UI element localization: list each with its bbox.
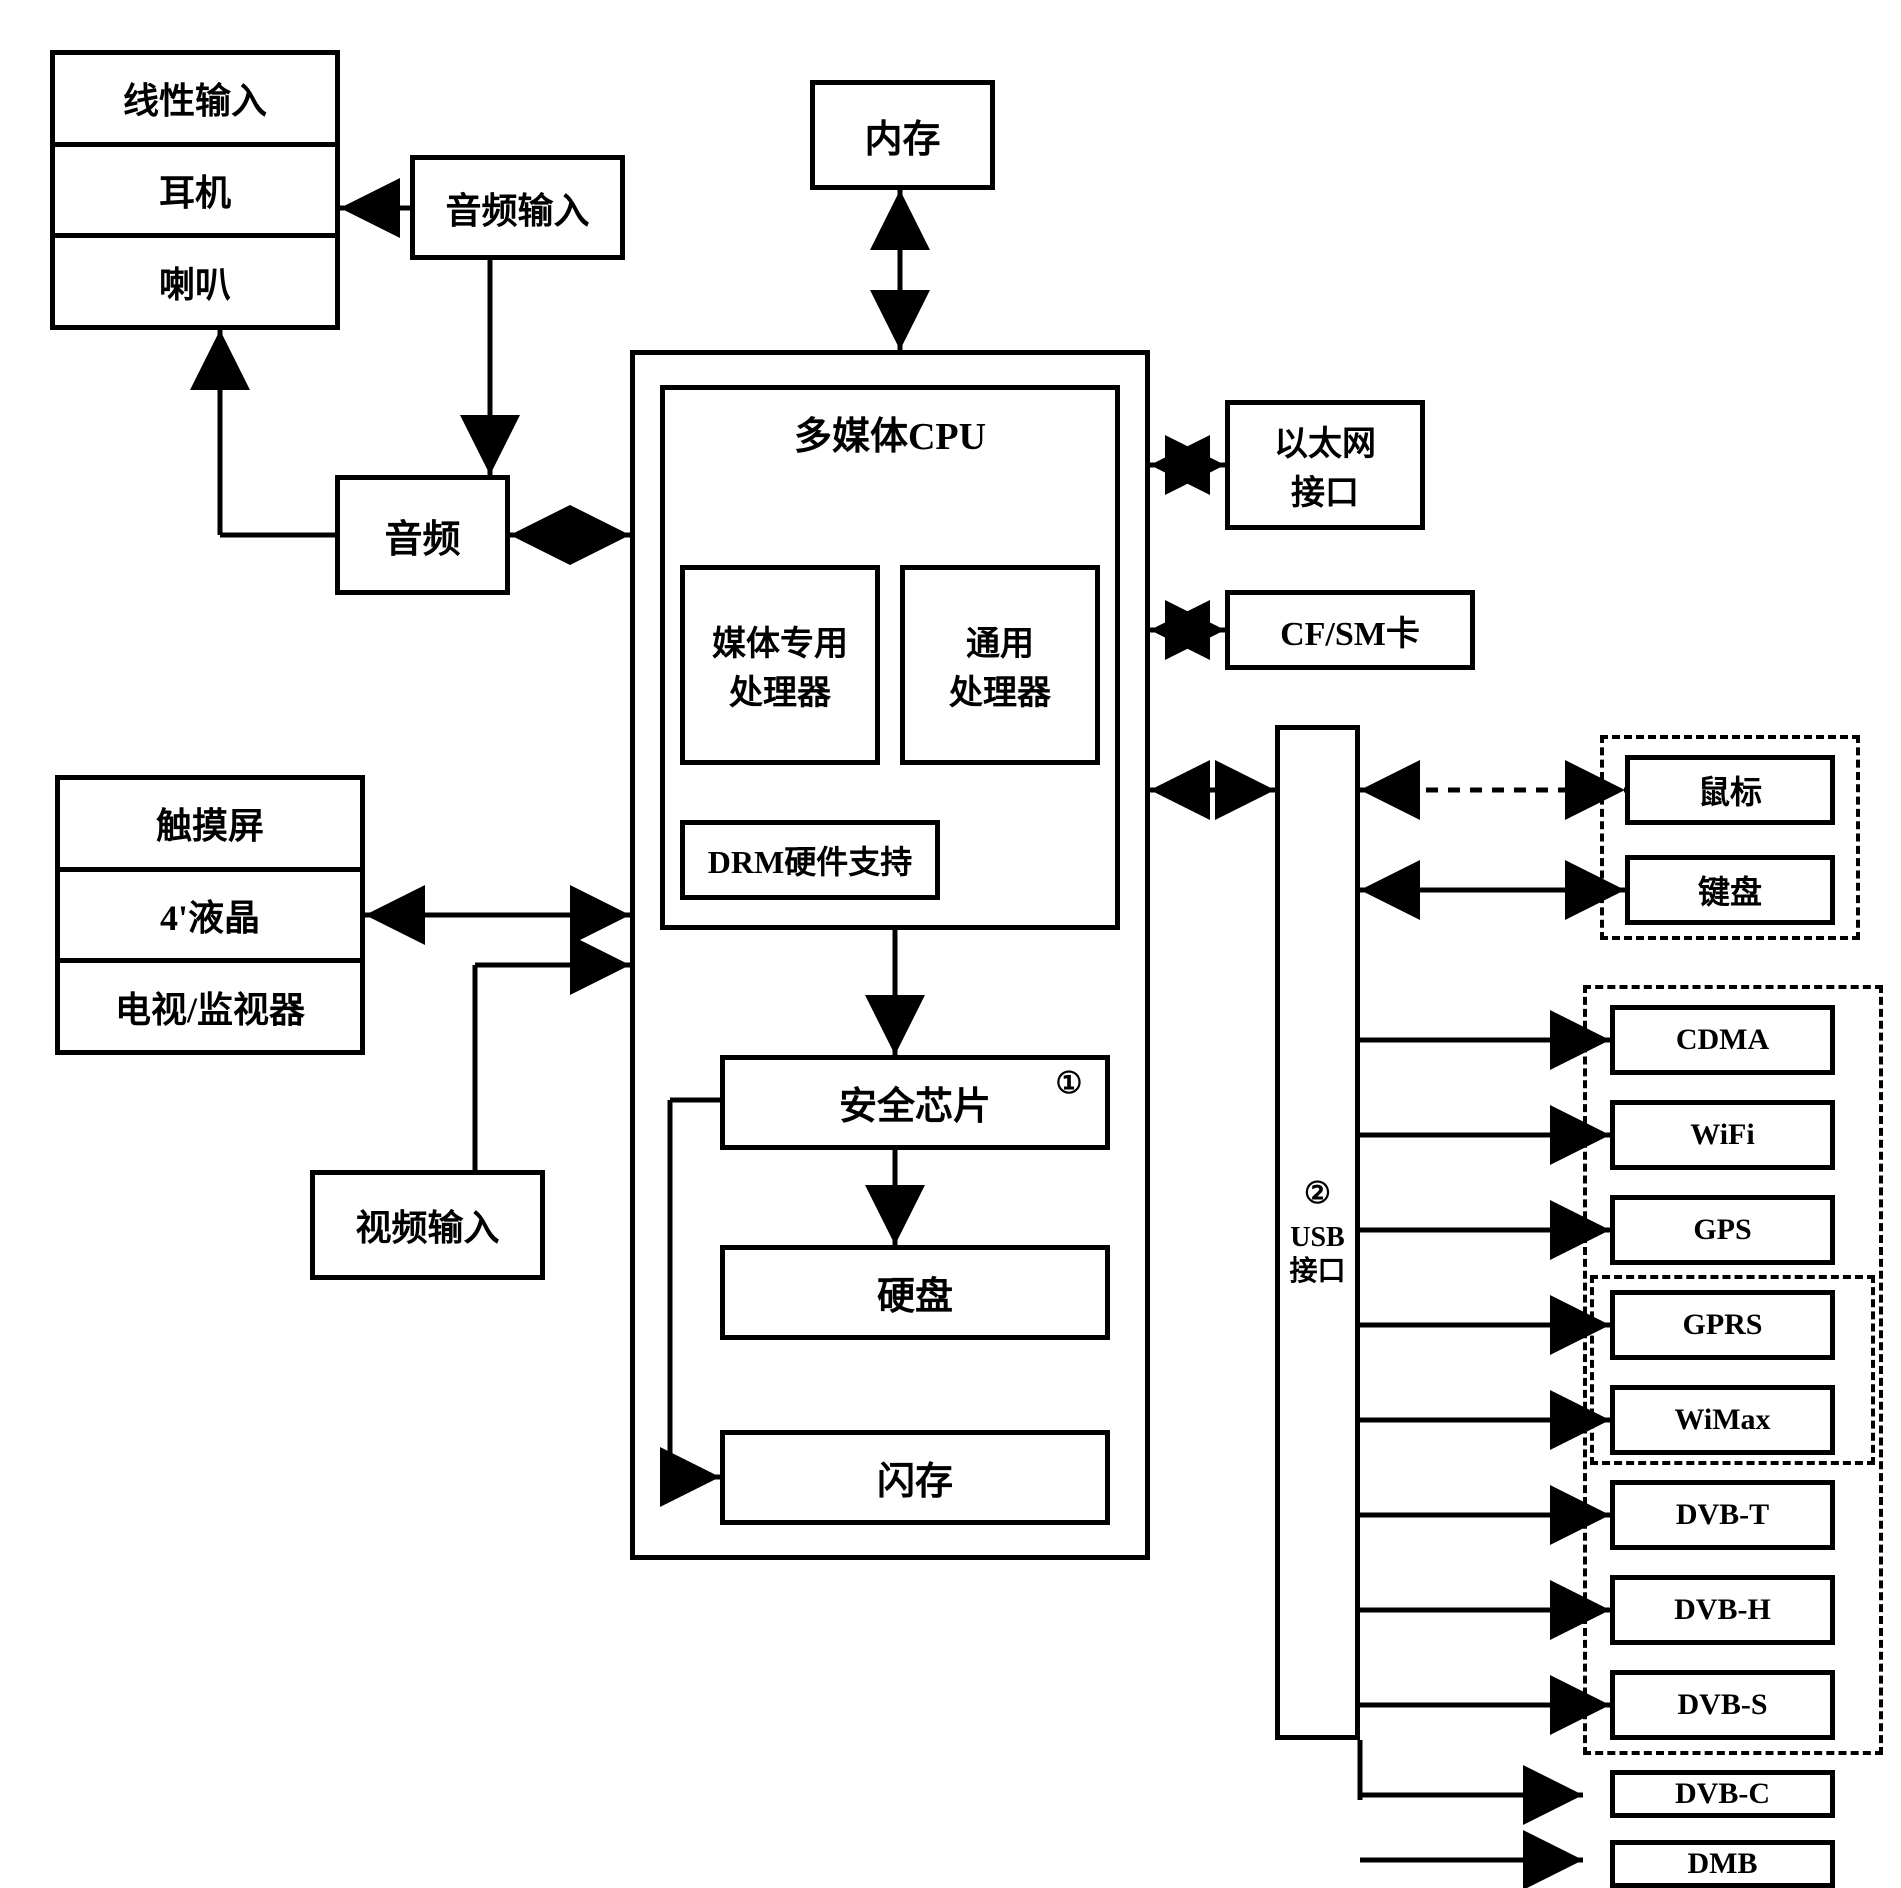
media-processor: 媒体专用 处理器: [680, 565, 880, 765]
cfsm-label: CF/SM卡: [1280, 606, 1420, 655]
display-output-row: 4'液晶: [60, 872, 360, 964]
flash-memory: 闪存: [720, 1430, 1110, 1525]
general-processor: 通用 处理器: [900, 565, 1100, 765]
security-chip: 安全芯片 ①: [720, 1055, 1110, 1150]
comm-module-box: DVB-H: [1610, 1575, 1835, 1645]
drm-label: DRM硬件支持: [708, 837, 912, 883]
input-device-box: 键盘: [1625, 855, 1835, 925]
memory-box: 内存: [810, 80, 995, 190]
audio-output-row: 线性输入: [55, 55, 335, 147]
cfsm-box: CF/SM卡: [1225, 590, 1475, 670]
hard-disk: 硬盘: [720, 1245, 1110, 1340]
comm-module-box: DMB: [1610, 1840, 1835, 1888]
display-outputs: 触摸屏4'液晶电视/监视器: [55, 775, 365, 1055]
audio-outputs: 线性输入耳机喇叭: [50, 50, 340, 330]
cpu-title: 多媒体CPU: [794, 416, 986, 458]
ethernet-box: 以太网 接口: [1225, 400, 1425, 530]
general-processor-label: 通用 处理器: [949, 616, 1051, 714]
security-chip-label: 安全芯片: [839, 1075, 991, 1130]
comm-module-box: WiFi: [1610, 1100, 1835, 1170]
comm-module-box: GPS: [1610, 1195, 1835, 1265]
usb-box: ② USB接口: [1275, 725, 1360, 1740]
comm-module-box: CDMA: [1610, 1005, 1835, 1075]
flash-label: 闪存: [877, 1450, 953, 1505]
ethernet-label: 以太网 接口: [1274, 416, 1376, 514]
video-input-box: 视频输入: [310, 1170, 545, 1280]
input-device-box: 鼠标: [1625, 755, 1835, 825]
audio-output-row: 喇叭: [55, 238, 335, 325]
media-processor-label: 媒体专用 处理器: [712, 616, 848, 714]
display-output-row: 电视/监视器: [60, 963, 360, 1050]
audio-box: 音频: [335, 475, 510, 595]
comm-module-box: DVB-S: [1610, 1670, 1835, 1740]
audio-input-box: 音频输入: [410, 155, 625, 260]
usb-label: USB接口: [1288, 1221, 1348, 1288]
comm-module-box: WiMax: [1610, 1385, 1835, 1455]
memory-label: 内存: [864, 108, 940, 163]
audio-label: 音频: [384, 508, 460, 563]
comm-module-box: GPRS: [1610, 1290, 1835, 1360]
audio-input-label: 音频输入: [445, 182, 589, 234]
comm-module-box: DVB-T: [1610, 1480, 1835, 1550]
display-output-row: 触摸屏: [60, 780, 360, 872]
audio-output-row: 耳机: [55, 147, 335, 239]
drm-box: DRM硬件支持: [680, 820, 940, 900]
video-input-label: 视频输入: [355, 1199, 499, 1251]
marker-2-icon: ②: [1304, 1176, 1331, 1211]
marker-1-icon: ①: [1053, 1072, 1085, 1104]
hard-disk-label: 硬盘: [877, 1265, 953, 1320]
